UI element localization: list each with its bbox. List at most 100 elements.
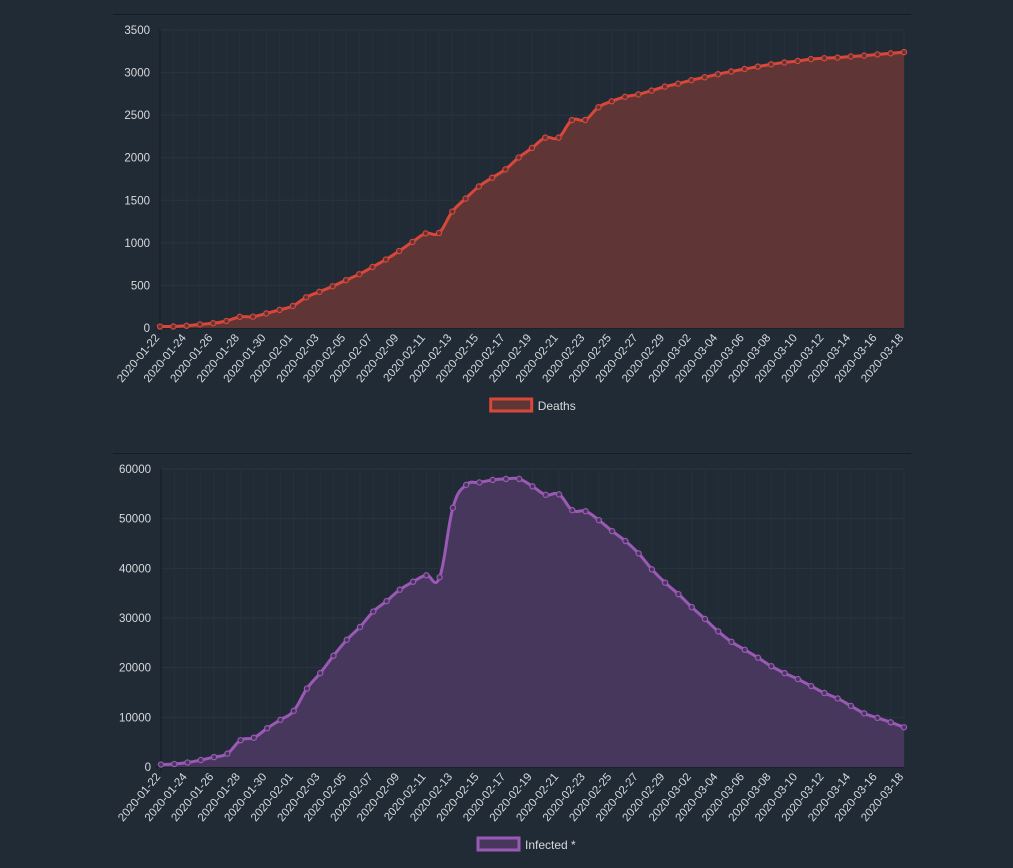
data-point[interactable] xyxy=(754,63,762,70)
data-point[interactable] xyxy=(370,608,377,615)
data-point[interactable] xyxy=(330,652,337,659)
data-point[interactable] xyxy=(847,702,855,710)
data-point[interactable] xyxy=(807,55,815,63)
data-point[interactable] xyxy=(555,134,562,141)
data-point[interactable] xyxy=(276,306,283,314)
data-point[interactable] xyxy=(488,174,496,181)
data-point[interactable] xyxy=(237,736,244,744)
data-point[interactable] xyxy=(435,229,443,237)
data-point[interactable] xyxy=(303,685,311,692)
data-point[interactable] xyxy=(767,61,775,68)
data-point[interactable] xyxy=(847,53,855,60)
data-point[interactable] xyxy=(422,230,429,237)
data-point[interactable] xyxy=(608,98,615,105)
data-point[interactable] xyxy=(183,322,190,329)
data-point[interactable] xyxy=(249,313,257,320)
data-point[interactable] xyxy=(383,597,390,605)
data-point[interactable] xyxy=(542,134,549,141)
data-point[interactable] xyxy=(688,76,695,84)
data-point[interactable] xyxy=(171,760,178,768)
data-point[interactable] xyxy=(661,83,669,90)
data-point[interactable] xyxy=(263,725,271,732)
data-point[interactable] xyxy=(821,689,828,697)
data-point[interactable] xyxy=(316,288,323,296)
data-point[interactable] xyxy=(250,734,258,741)
data-point[interactable] xyxy=(223,317,230,325)
data-point[interactable] xyxy=(436,574,443,581)
data-point[interactable] xyxy=(728,68,735,75)
data-point[interactable] xyxy=(821,54,828,62)
data-point[interactable] xyxy=(900,48,908,56)
data-point[interactable] xyxy=(529,483,536,490)
data-point[interactable] xyxy=(516,475,523,483)
data-point[interactable] xyxy=(382,256,390,263)
data-point[interactable] xyxy=(701,615,709,623)
data-point[interactable] xyxy=(209,320,217,327)
data-point[interactable] xyxy=(156,323,164,330)
data-point[interactable] xyxy=(489,476,496,484)
data-point[interactable] xyxy=(449,208,456,215)
data-point[interactable] xyxy=(781,669,788,677)
legend[interactable]: Deaths xyxy=(489,397,576,413)
data-point[interactable] xyxy=(395,247,403,255)
data-point[interactable] xyxy=(635,91,642,98)
data-point[interactable] xyxy=(542,491,549,499)
data-point[interactable] xyxy=(688,603,695,611)
data-point[interactable] xyxy=(502,166,509,173)
data-point[interactable] xyxy=(834,695,841,702)
data-point[interactable] xyxy=(476,479,483,486)
data-point[interactable] xyxy=(528,144,536,152)
data-point[interactable] xyxy=(622,537,629,545)
data-point[interactable] xyxy=(302,294,310,301)
data-point[interactable] xyxy=(714,70,722,78)
data-point[interactable] xyxy=(157,761,165,768)
data-point[interactable] xyxy=(715,628,722,635)
data-point[interactable] xyxy=(475,183,483,190)
data-point[interactable] xyxy=(369,263,376,271)
data-point[interactable] xyxy=(224,750,231,757)
data-point[interactable] xyxy=(874,714,881,722)
data-point[interactable] xyxy=(236,313,243,321)
data-point[interactable] xyxy=(555,491,563,498)
data-point[interactable] xyxy=(887,719,894,726)
data-point[interactable] xyxy=(170,323,177,330)
data-point[interactable] xyxy=(728,638,735,646)
data-point[interactable] xyxy=(409,578,417,585)
data-point[interactable] xyxy=(860,710,868,717)
data-point[interactable] xyxy=(449,504,457,511)
data-point[interactable] xyxy=(356,270,363,278)
data-point[interactable] xyxy=(197,756,205,764)
data-point[interactable] xyxy=(277,716,284,724)
data-point[interactable] xyxy=(342,276,350,284)
data-point[interactable] xyxy=(595,516,603,524)
data-point[interactable] xyxy=(210,753,218,761)
data-point[interactable] xyxy=(754,654,762,661)
data-point[interactable] xyxy=(290,707,297,715)
data-point[interactable] xyxy=(701,74,708,81)
data-point[interactable] xyxy=(289,302,297,310)
data-point[interactable] xyxy=(741,65,748,73)
data-point[interactable] xyxy=(807,682,815,690)
data-point[interactable] xyxy=(768,662,775,670)
data-point[interactable] xyxy=(356,623,364,631)
data-point[interactable] xyxy=(396,586,404,593)
data-point[interactable] xyxy=(648,87,655,94)
data-point[interactable] xyxy=(794,57,801,65)
data-point[interactable] xyxy=(329,283,336,290)
data-point[interactable] xyxy=(595,104,602,111)
data-point[interactable] xyxy=(423,572,430,579)
data-point[interactable] xyxy=(409,238,416,246)
data-point[interactable] xyxy=(661,579,669,586)
legend[interactable]: Infected * xyxy=(476,836,576,852)
data-point[interactable] xyxy=(887,50,894,57)
data-point[interactable] xyxy=(462,481,470,489)
data-point[interactable] xyxy=(621,93,629,101)
data-point[interactable] xyxy=(860,52,868,59)
data-point[interactable] xyxy=(834,54,841,61)
data-point[interactable] xyxy=(462,195,469,202)
data-point[interactable] xyxy=(635,550,642,557)
data-point[interactable] xyxy=(675,590,682,598)
data-point[interactable] xyxy=(794,675,802,683)
data-point[interactable] xyxy=(263,310,270,317)
data-point[interactable] xyxy=(648,566,656,573)
